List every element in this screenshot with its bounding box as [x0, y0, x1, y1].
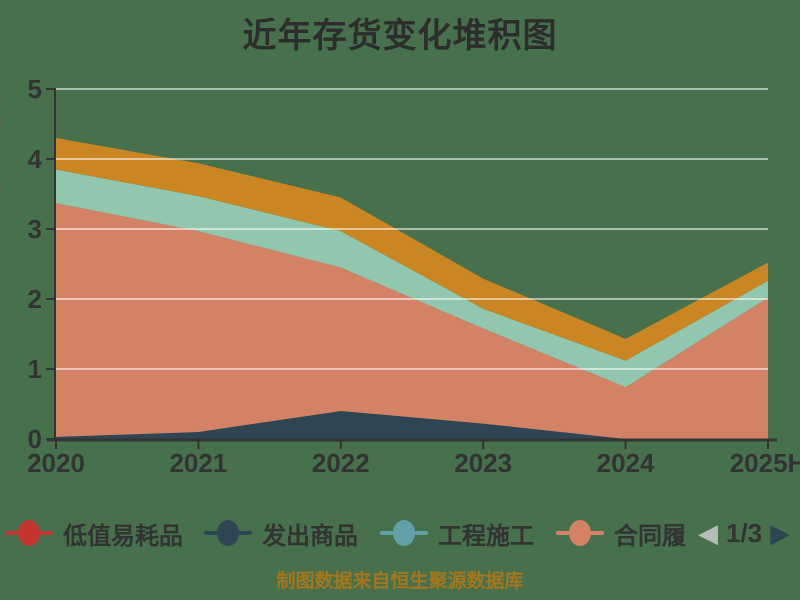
- y-tick-label: 0: [28, 424, 42, 454]
- legend-item-low-value-consumables[interactable]: 低值易耗品: [5, 512, 183, 554]
- legend-item-contract-cost[interactable]: 合同履: [556, 512, 686, 554]
- data-source-caption: 制图数据来自恒生聚源数据库: [276, 571, 524, 592]
- legend-label: 合同履: [614, 522, 686, 550]
- legend-marker-navy: [204, 512, 252, 554]
- x-tick-label: 2024: [597, 448, 655, 478]
- area-series: [56, 169, 768, 388]
- legend-bar: 低值易耗品 发出商品 工程施工 合同履 ◀ 1/3 ▶: [0, 512, 800, 554]
- area-series: [56, 203, 768, 439]
- y-tick-label: 1: [28, 354, 42, 384]
- legend-marker-salmon: [556, 512, 604, 554]
- x-tick-label: 2023: [454, 448, 512, 478]
- y-tick-label: 2: [28, 284, 42, 314]
- y-tick-label: 3: [28, 214, 42, 244]
- legend-page-indicator: 1/3: [726, 517, 763, 548]
- legend-item-goods-shipped[interactable]: 发出商品: [204, 512, 358, 554]
- legend-prev-page-icon[interactable]: ◀: [698, 518, 718, 548]
- legend-label: 工程施工: [438, 522, 534, 550]
- legend-marker-red: [5, 512, 53, 554]
- y-tick-label: 4: [28, 144, 43, 174]
- chart-title: 近年存货变化堆积图: [242, 17, 558, 55]
- legend-marker-teal: [380, 512, 428, 554]
- area-series: [56, 411, 768, 439]
- legend-label: 低值易耗品: [63, 522, 183, 550]
- legend-label: 发出商品: [262, 522, 358, 550]
- y-tick-label: 5: [28, 74, 42, 104]
- area-series: [56, 138, 768, 361]
- x-tick-label: 2020: [27, 448, 85, 478]
- x-tick-label: 2022: [312, 448, 370, 478]
- legend-next-page-icon[interactable]: ▶: [770, 518, 791, 548]
- legend-pager: ◀ 1/3 ▶: [698, 512, 790, 554]
- x-tick-label: 2021: [169, 448, 227, 478]
- legend-item-construction[interactable]: 工程施工: [380, 512, 534, 554]
- x-tick-label: 2025H: [730, 448, 800, 478]
